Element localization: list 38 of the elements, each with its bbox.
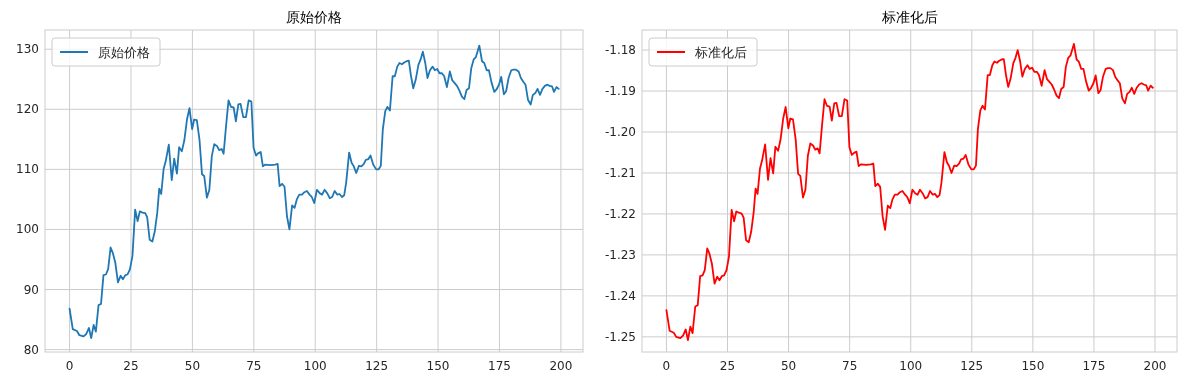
x-tick-label: 200 — [549, 359, 573, 373]
y-tick-label: -1.23 — [604, 247, 636, 262]
y-tick-label: -1.18 — [604, 43, 636, 58]
legend-label: 原始价格 — [98, 45, 150, 60]
x-tick-label: 25 — [719, 359, 736, 373]
x-tick-label: 125 — [960, 359, 984, 373]
y-tick-label: -1.25 — [604, 329, 636, 344]
y-tick-label: -1.20 — [604, 125, 636, 140]
x-tick-label: 75 — [842, 359, 858, 373]
x-tick-label: 0 — [65, 359, 74, 373]
x-tick-label: 200 — [1143, 359, 1167, 373]
x-tick-label: 175 — [488, 359, 511, 373]
y-tick-label: 80 — [23, 342, 39, 357]
x-tick-label: 50 — [184, 359, 201, 373]
x-tick-label: 150 — [426, 359, 450, 373]
y-tick-label: 90 — [23, 282, 39, 297]
y-tick-label: -1.24 — [604, 288, 636, 303]
chart-title: 标准化后 — [880, 9, 938, 25]
legend: 标准化后 — [648, 37, 758, 67]
legend-label: 标准化后 — [694, 45, 747, 60]
y-tick-label: 130 — [16, 42, 39, 57]
x-tick-label: 175 — [1082, 359, 1106, 373]
x-tick-label: 100 — [899, 359, 923, 373]
x-tick-label: 75 — [246, 359, 262, 373]
x-tick-label: 100 — [303, 359, 327, 373]
y-tick-label: 110 — [16, 162, 39, 177]
x-tick-label: 0 — [662, 359, 671, 373]
y-tick-label: -1.22 — [604, 206, 636, 221]
chart-title: 原始价格 — [286, 9, 342, 25]
y-tick-label: -1.19 — [604, 84, 636, 99]
y-tick-label: 100 — [16, 222, 39, 237]
x-tick-label: 125 — [365, 359, 389, 373]
x-tick-label: 50 — [780, 359, 797, 373]
x-tick-label: 150 — [1021, 359, 1045, 373]
y-tick-label: -1.21 — [604, 165, 636, 180]
legend: 原始价格 — [51, 37, 161, 67]
x-tick-label: 25 — [123, 359, 139, 373]
y-tick-label: 120 — [16, 102, 39, 117]
